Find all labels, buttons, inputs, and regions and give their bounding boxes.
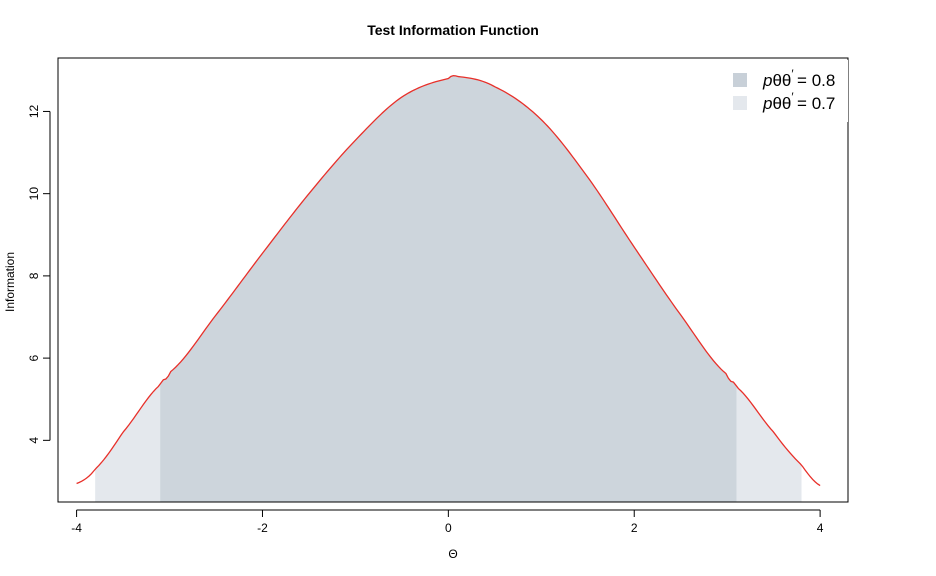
- y-tick-label: 12: [27, 104, 41, 118]
- legend-swatch: [733, 73, 747, 87]
- plot-frame: [57, 57, 849, 503]
- x-tick-label: -4: [71, 521, 82, 535]
- x-tick-label: 4: [817, 521, 824, 535]
- y-tick-label: 4: [27, 437, 41, 444]
- shaded-area-2: [160, 75, 737, 502]
- x-axis-label: Θ: [448, 547, 457, 561]
- y-tick-label: 6: [27, 354, 41, 361]
- legend-background: [718, 60, 848, 122]
- x-tick-label: 2: [631, 521, 638, 535]
- shaded-regions: [95, 75, 802, 503]
- information-curve: [76, 75, 821, 487]
- y-tick-label: 10: [27, 187, 41, 201]
- y-axis: 4 6 8 10 12: [27, 104, 51, 444]
- legend-swatch: [733, 96, 747, 110]
- legend-label: pθθ′ = 0.7: [762, 90, 835, 113]
- y-axis-label: Information: [3, 252, 17, 312]
- x-tick-label: -2: [257, 521, 268, 535]
- y-tick-label: 8: [27, 272, 41, 279]
- chart-title: Test Information Function: [367, 22, 539, 38]
- x-tick-label: 0: [445, 521, 452, 535]
- x-axis: -4 -2 0 2 4: [71, 509, 824, 535]
- legend-label: pθθ′ = 0.8: [762, 67, 835, 90]
